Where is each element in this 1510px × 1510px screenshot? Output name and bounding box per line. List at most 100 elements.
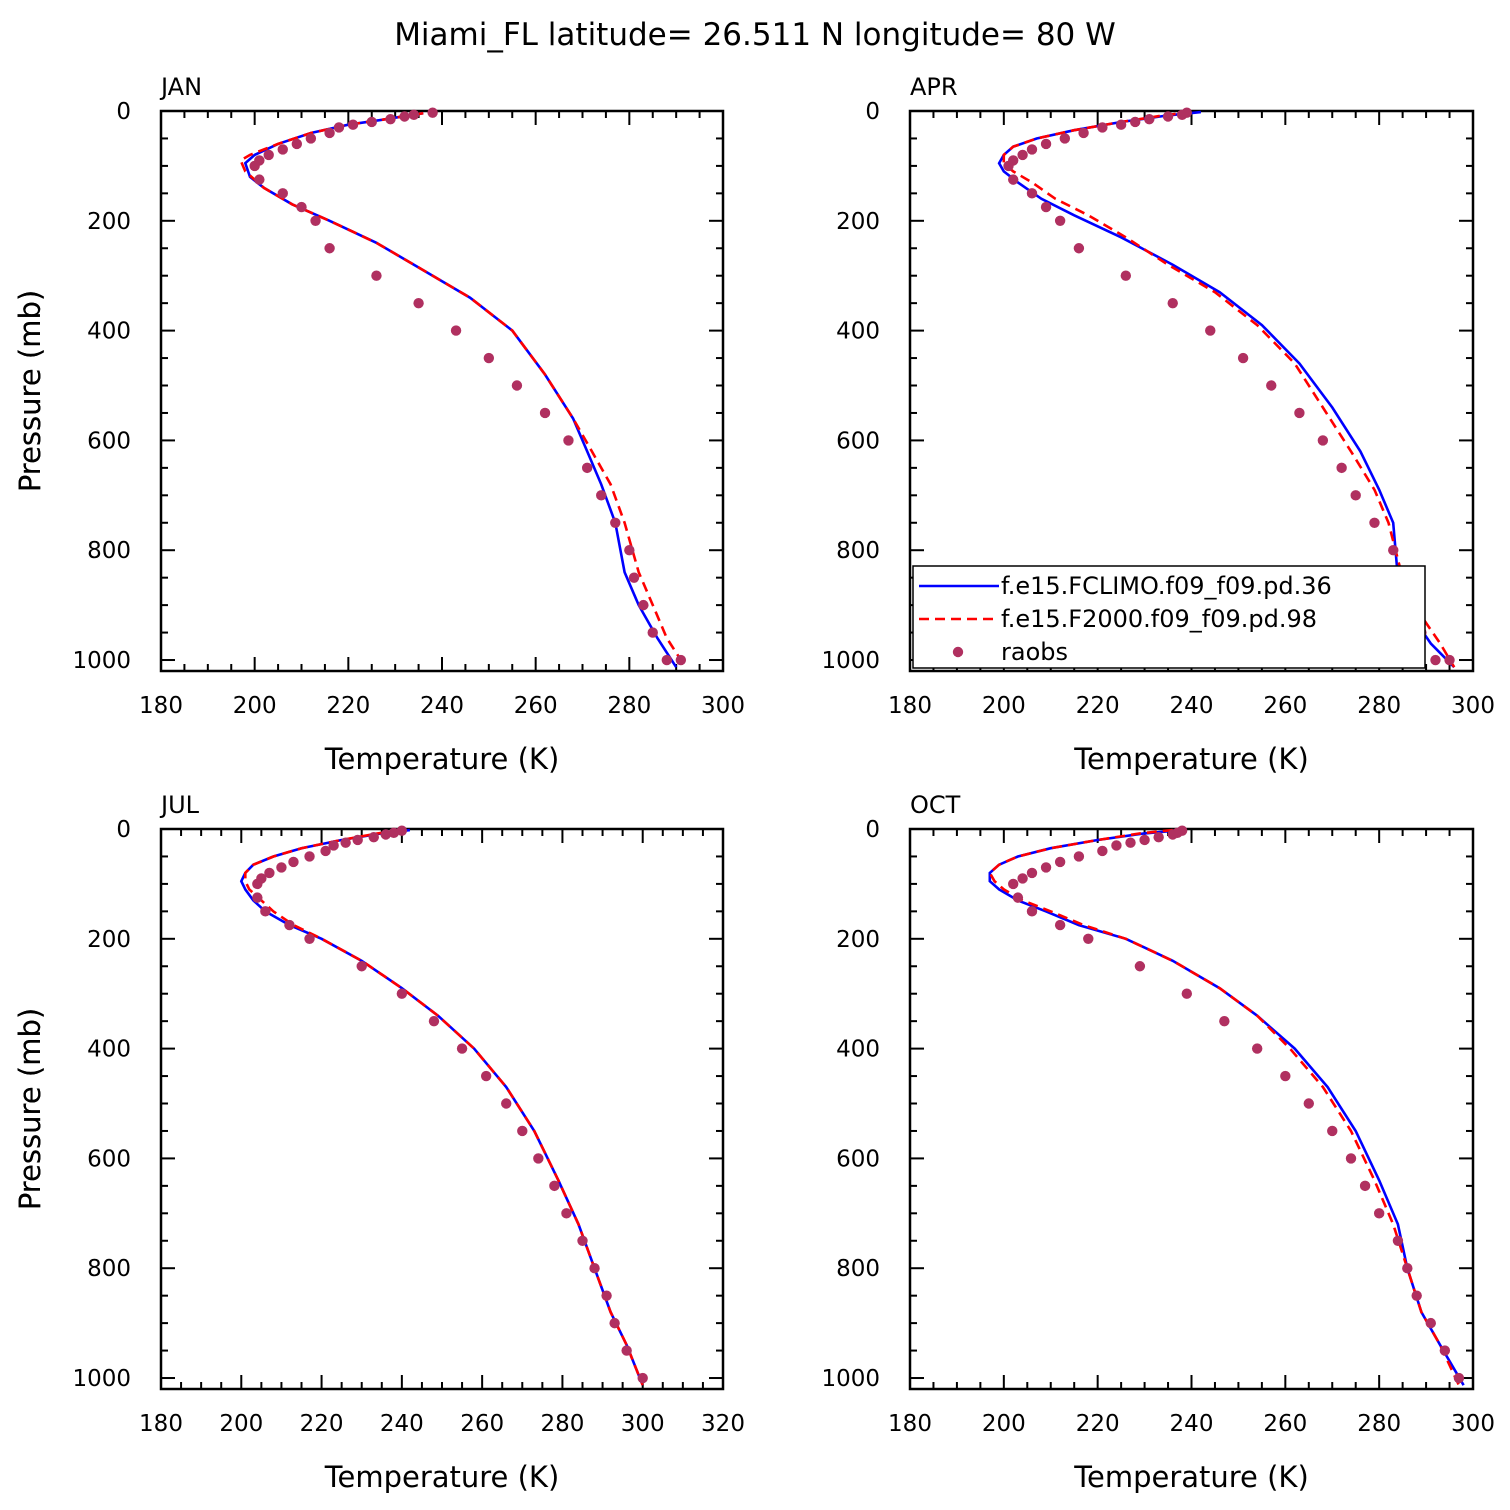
x-tick-label: 240 — [1170, 1411, 1214, 1437]
raobs-point — [1054, 856, 1066, 868]
y-tick-label: 600 — [836, 428, 880, 454]
raobs-point — [577, 1235, 588, 1246]
raobs-point — [1078, 127, 1089, 139]
raobs-point — [277, 188, 288, 199]
y-axis-label: Pressure (mb) — [13, 290, 47, 492]
raobs-point — [1054, 919, 1066, 931]
legend-label: f.e15.FCLIMO.f09_f09.pd.36 — [1001, 572, 1332, 600]
y-tick-label: 200 — [836, 927, 880, 953]
x-tick-label: 220 — [1076, 693, 1120, 719]
raobs-point — [1017, 873, 1028, 884]
raobs-point — [328, 840, 339, 851]
raobs-point — [1040, 862, 1052, 873]
x-tick-label: 180 — [139, 693, 183, 719]
raobs-point — [1392, 1235, 1404, 1246]
raobs-point — [661, 654, 672, 666]
raobs-point — [480, 1070, 492, 1082]
raobs-point — [1439, 1345, 1451, 1356]
raobs-point — [310, 215, 321, 227]
raobs-point — [264, 867, 275, 879]
raobs-point — [304, 851, 315, 862]
y-tick-label: 400 — [836, 1037, 880, 1063]
panel-jan: JAN 180 200 220 240 260 280 300 0 200 400 600 800 100… — [13, 73, 745, 776]
y-tick-label: 400 — [87, 319, 131, 345]
raobs-point — [296, 201, 307, 213]
raobs-point — [263, 149, 274, 161]
raobs-point — [1266, 380, 1277, 391]
series-line-fclimo — [997, 110, 1456, 669]
raobs-point — [1336, 462, 1347, 474]
raobs-point — [601, 1290, 612, 1301]
panel-title: APR — [910, 73, 958, 101]
plot-frame — [908, 827, 1475, 1391]
y-tick-label: 600 — [836, 1146, 880, 1172]
y-tick-label: 1000 — [72, 1366, 131, 1392]
panel-oct: OCT 180 200 220 240 260 280 300 0 200 400 600 800 100… — [13, 791, 1495, 1494]
raobs-point — [1303, 1098, 1314, 1109]
raobs-point — [399, 111, 410, 122]
raobs-point — [1350, 490, 1361, 501]
x-axis-label: Temperature (K) — [1073, 742, 1309, 776]
y-tick-label: 600 — [87, 1146, 131, 1172]
x-tick-label: 220 — [300, 1411, 344, 1437]
raobs-point — [1153, 832, 1164, 843]
y-tick-label: 0 — [865, 817, 880, 843]
x-tick-label: 200 — [233, 693, 277, 719]
raobs-point — [456, 1043, 468, 1054]
y-tick-label: 800 — [836, 538, 880, 564]
x-axis-label: Temperature (K) — [1073, 1460, 1309, 1494]
raobs-point — [1130, 116, 1141, 128]
x-tick-label: 180 — [888, 1411, 932, 1437]
legend-label: f.e15.F2000.f09_f09.pd.98 — [1001, 605, 1317, 633]
plot-frame — [159, 109, 725, 673]
raobs-point — [1012, 892, 1024, 903]
raobs-point — [450, 325, 462, 336]
raobs-point — [1411, 1290, 1422, 1301]
raobs-point — [1040, 138, 1052, 150]
x-tick-label: 300 — [701, 693, 745, 719]
raobs-point — [291, 138, 303, 150]
raobs-point — [252, 878, 263, 890]
raobs-point — [1026, 867, 1038, 879]
x-tick-label: 260 — [1263, 693, 1307, 719]
raobs-point — [254, 174, 265, 185]
raobs-point — [324, 243, 335, 254]
raobs-point — [1134, 961, 1146, 972]
panel-title: JUL — [159, 791, 200, 819]
raobs-point — [1162, 111, 1174, 122]
legend-box — [912, 565, 1426, 669]
raobs-point — [1097, 845, 1108, 857]
raobs-point — [1327, 1125, 1338, 1137]
raobs-point — [385, 114, 396, 125]
raobs-point — [675, 654, 687, 666]
y-axis-label: Pressure (mb) — [13, 1008, 47, 1210]
y-tick-label: 0 — [116, 817, 131, 843]
raobs-point — [1444, 654, 1455, 666]
raobs-point — [1144, 114, 1155, 125]
raobs-point — [647, 627, 658, 638]
legend: f.e15.FCLIMO.f09_f09.pd.36 f.e15.F2000.f0… — [912, 565, 1426, 669]
raobs-point — [1430, 654, 1441, 666]
raobs-point — [517, 1125, 528, 1137]
raobs-point — [396, 988, 408, 999]
raobs-point — [1345, 1153, 1357, 1164]
raobs-point — [320, 845, 331, 857]
raobs-point — [1008, 174, 1019, 185]
raobs-point — [356, 961, 367, 972]
panel-title: OCT — [910, 791, 961, 819]
raobs-point — [1205, 325, 1216, 336]
x-tick-label: 200 — [982, 1411, 1026, 1437]
raobs-point — [1294, 407, 1305, 419]
legend-marker-raobs — [952, 646, 964, 658]
raobs-point — [305, 133, 317, 144]
raobs-point — [624, 545, 635, 556]
x-tick-label: 180 — [888, 693, 932, 719]
y-tick-label: 0 — [116, 99, 131, 125]
x-tick-label: 200 — [219, 1411, 263, 1437]
raobs-point — [1073, 243, 1085, 254]
raobs-point — [1237, 352, 1249, 364]
raobs-point — [324, 127, 335, 139]
raobs-point — [501, 1098, 512, 1109]
raobs-point — [563, 435, 574, 446]
x-tick-label: 260 — [514, 693, 558, 719]
